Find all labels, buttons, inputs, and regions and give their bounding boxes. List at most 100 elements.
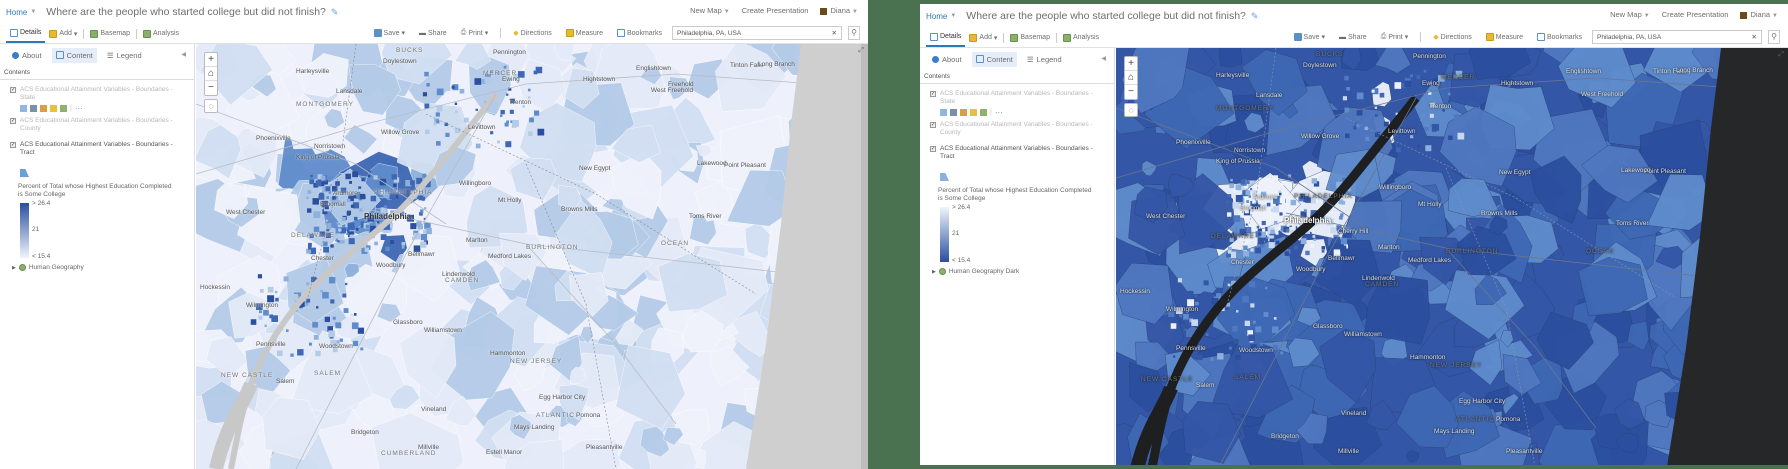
save-button[interactable]: Save ▾ [370,29,409,37]
add-button[interactable]: Add ▾ [45,24,81,43]
share-button[interactable]: ▬ Share [1339,33,1367,41]
map-place-label: BUCKS [1316,51,1344,58]
basemap-button[interactable]: Basemap [86,24,134,43]
zoom-in-button[interactable]: + [1125,57,1137,71]
default-extent-home-button[interactable]: ⌂ [205,67,217,81]
bookmarks-button[interactable]: Bookmarks [1533,33,1586,41]
layer-visibility-checkbox[interactable]: ✓ [10,118,16,124]
tab-legend[interactable]: ☰ Legend [1026,54,1062,64]
more-options-icon[interactable]: ··· [74,104,83,113]
measure-button[interactable]: Measure [1482,33,1527,41]
map-place-label: Philadelphia [364,212,412,221]
content-icon [55,51,64,59]
show-legend-icon[interactable] [940,109,947,116]
create-presentation-link[interactable]: Create Presentation [1661,10,1729,19]
zoom-in-button[interactable]: + [205,53,217,67]
edit-title-pencil-icon[interactable]: ✎ [330,6,339,17]
print-button[interactable]: ⎙ Print ▾ [460,29,489,37]
search-button[interactable]: ⚲ [1768,30,1780,44]
save-button[interactable]: Save ▾ [1290,33,1329,41]
show-table-icon[interactable] [30,105,37,112]
new-map-menu[interactable]: New Map ▼ [1610,10,1650,19]
locate-button[interactable]: ◌ [1124,103,1138,117]
map-place-label: Long Branch [758,61,795,68]
map-place-label: Norristown [1234,147,1266,154]
layer-item-county[interactable]: ✓ ACS Educational Attainment Variables -… [0,117,194,133]
search-button[interactable]: ⚲ [848,26,860,40]
layer-item-county[interactable]: ✓ ACS Educational Attainment Variables -… [920,121,1114,137]
map-view[interactable]: BUCKS Pennington MERCER Doylestown Harleysvi… [1116,48,1788,465]
layer-item-state[interactable]: ✓ ACS Educational Attainment Variables -… [0,86,194,102]
show-table-icon[interactable] [950,109,957,116]
home-menu[interactable]: Home ▼ [926,11,957,21]
tab-content[interactable]: Content [51,47,97,63]
basemap-button[interactable]: Basemap [1006,28,1054,47]
analysis-tool-icon[interactable] [60,105,67,112]
directions-button[interactable]: ◆ Directions [1433,33,1472,42]
tab-about[interactable]: About [928,52,966,67]
expand-triangle-icon[interactable]: ▶ [932,268,936,275]
layer-visibility-checkbox[interactable]: ✓ [10,87,16,93]
expand-triangle-icon[interactable]: ▶ [12,264,16,271]
magnifier-icon: ⚲ [1771,32,1777,41]
bookmarks-button[interactable]: Bookmarks [613,29,666,37]
layer-item-tract[interactable]: ✓ ACS Educational Attainment Variables -… [0,141,194,157]
create-presentation-link[interactable]: Create Presentation [741,6,809,15]
details-button[interactable]: Details [926,28,966,47]
choropleth-map [196,44,868,469]
divider [500,28,502,38]
show-legend-icon[interactable] [20,105,27,112]
chevron-down-icon: ▼ [1772,13,1778,19]
map-view[interactable]: BUCKS Pennington MERCER Doylestown Harleysvi… [196,44,868,469]
layer-visibility-checkbox[interactable]: ✓ [930,91,936,97]
tab-content[interactable]: Content [971,51,1017,67]
change-style-icon[interactable] [40,105,47,112]
edit-title-pencil-icon[interactable]: ✎ [1250,10,1259,21]
tab-about[interactable]: About [8,48,46,63]
analysis-tool-icon[interactable] [980,109,987,116]
map-place-label: SALEM [314,370,342,377]
default-extent-home-button[interactable]: ⌂ [1125,71,1137,85]
map-place-label: Hammonton [1410,354,1446,361]
fullscreen-expand-icon[interactable]: ⤢ [1778,51,1784,58]
zoom-out-button[interactable]: − [1128,86,1134,97]
collapse-sidebar-icon[interactable]: ◀ [1101,56,1106,62]
measure-button[interactable]: Measure [562,29,607,37]
layer-item-tract[interactable]: ✓ ACS Educational Attainment Variables -… [920,145,1114,161]
directions-button[interactable]: ◆ Directions [513,29,552,38]
layer-visibility-checkbox[interactable]: ✓ [10,142,16,148]
add-button[interactable]: Add ▾ [965,28,1001,47]
search-input[interactable]: Philadelphia, PA, USA ✕ [1592,30,1762,44]
clear-x-icon[interactable]: ✕ [1751,34,1757,41]
basemap-layer-item[interactable]: ▶ Human Geography Dark [920,268,1114,275]
change-style-icon[interactable] [960,109,967,116]
map-place-label: Pomona [1496,416,1521,423]
home-menu[interactable]: Home ▼ [6,7,37,17]
filter-icon[interactable] [970,109,977,116]
tab-legend[interactable]: ☰ Legend [106,50,142,60]
details-button[interactable]: Details [6,24,46,43]
user-menu[interactable]: Diana ▼ [1740,10,1778,19]
share-button[interactable]: ▬ Share [419,29,447,37]
print-button[interactable]: ⎙ Print ▾ [1380,33,1409,41]
map-viewer-window-light: Home ▼ Where are the people who started c… [0,0,868,469]
map-place-label: Bellmawr [408,251,435,258]
collapse-sidebar-icon[interactable]: ◀ [181,52,186,58]
fullscreen-expand-icon[interactable]: ⤢ [858,47,864,54]
clear-x-icon[interactable]: ✕ [831,30,837,37]
layer-visibility-checkbox[interactable]: ✓ [930,146,936,152]
layer-visibility-checkbox[interactable]: ✓ [930,122,936,128]
analysis-button[interactable]: Analysis [1059,28,1103,47]
map-place-label: Freehold [668,81,694,88]
analysis-button[interactable]: Analysis [139,24,183,43]
zoom-out-button[interactable]: − [208,82,214,93]
more-options-icon[interactable]: ··· [994,108,1003,117]
map-place-label: Toms River [1616,220,1649,227]
locate-button[interactable]: ◌ [204,99,218,113]
layer-item-state[interactable]: ✓ ACS Educational Attainment Variables -… [920,90,1114,106]
filter-icon[interactable] [50,105,57,112]
new-map-menu[interactable]: New Map ▼ [690,6,730,15]
basemap-layer-item[interactable]: ▶ Human Geography [0,264,194,271]
user-menu[interactable]: Diana ▼ [820,6,858,15]
search-input[interactable]: Philadelphia, PA, USA ✕ [672,26,842,40]
